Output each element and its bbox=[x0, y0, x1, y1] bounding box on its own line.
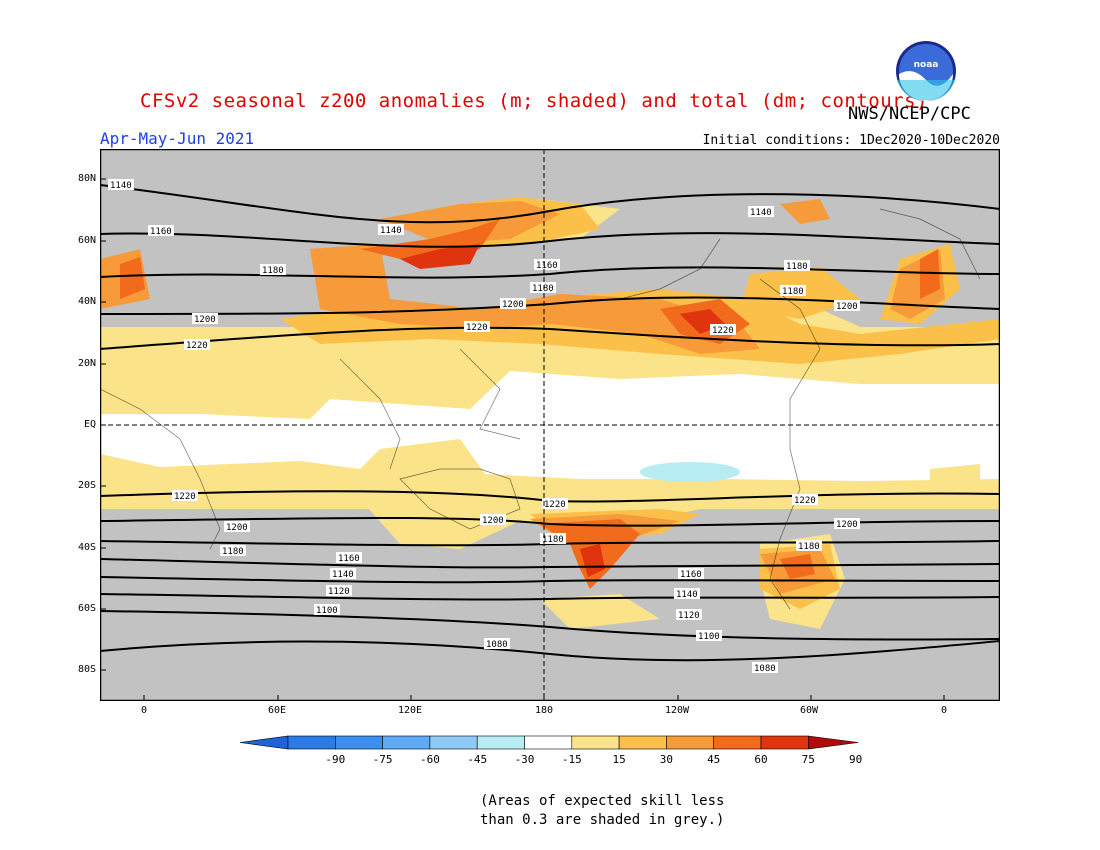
contour-label: 1120 bbox=[678, 611, 700, 621]
colorbar-tick-label: -60 bbox=[420, 753, 440, 766]
colorbar-tick-label: 30 bbox=[660, 753, 673, 766]
colorbar-tick-label: -75 bbox=[373, 753, 393, 766]
colorbar-tick-label: -90 bbox=[325, 753, 345, 766]
logo-text: noaa bbox=[914, 60, 939, 70]
contour-label: 1140 bbox=[332, 570, 354, 580]
contour-label: 1160 bbox=[680, 570, 702, 580]
colorbar-tick-label: 15 bbox=[612, 753, 625, 766]
contour-label: 1180 bbox=[262, 266, 284, 276]
contour-label: 1200 bbox=[194, 315, 216, 325]
colorbar-tick-label: -45 bbox=[467, 753, 487, 766]
page-title: CFSv2 seasonal z200 anomalies (m; shaded… bbox=[140, 90, 928, 112]
contour-label: 1140 bbox=[676, 590, 698, 600]
contour-label: 1220 bbox=[794, 496, 816, 506]
contour-label: 1200 bbox=[836, 302, 858, 312]
contour-label: 1080 bbox=[754, 664, 776, 674]
lat-label: 20S bbox=[77, 480, 96, 491]
contour-label: 1160 bbox=[536, 261, 558, 271]
skill-note-line2: than 0.3 are shaded in grey.) bbox=[480, 812, 725, 828]
colorbar-left-arrow bbox=[240, 735, 289, 750]
contour-label: 1220 bbox=[466, 323, 488, 333]
contour-label: 1220 bbox=[544, 500, 566, 510]
contour-label: 1200 bbox=[226, 523, 248, 533]
contour-label: 1080 bbox=[486, 640, 508, 650]
contour-label: 1220 bbox=[712, 326, 734, 336]
contour-label: 1120 bbox=[328, 587, 350, 597]
lon-label: 60E bbox=[268, 705, 287, 716]
contour-label: 1160 bbox=[338, 554, 360, 564]
colorbar-cell bbox=[571, 735, 620, 750]
contour-label: 1100 bbox=[698, 632, 720, 642]
lat-label: 40S bbox=[77, 542, 96, 553]
anomaly-negative-area bbox=[640, 462, 740, 482]
colorbar-cell bbox=[524, 735, 573, 750]
longitude-labels: 0 60E 120E 180 120W 60W 0 bbox=[100, 705, 1000, 719]
colorbar-cell bbox=[713, 735, 762, 750]
lon-label: 0 bbox=[941, 705, 948, 716]
colorbar-cell bbox=[429, 735, 478, 750]
contour-label: 1220 bbox=[174, 492, 196, 502]
colorbar-cell bbox=[382, 735, 431, 750]
lon-label: 0 bbox=[141, 705, 148, 716]
lon-label: 120E bbox=[398, 705, 423, 716]
contour-label: 1140 bbox=[110, 181, 132, 191]
contour-label: 1220 bbox=[186, 341, 208, 351]
contour-label: 1180 bbox=[782, 287, 804, 297]
colorbar-cell bbox=[287, 735, 336, 750]
lat-label: 80S bbox=[77, 664, 96, 675]
contour-labels: 1140 1160 1180 1200 1220 1140 1160 1180 … bbox=[108, 179, 860, 674]
colorbar-cell bbox=[760, 735, 809, 750]
low-skill-grey-areas bbox=[100, 149, 1000, 701]
colorbar: -90 -75 -60 -45 -30 -15 15 30 45 60 75 90 bbox=[240, 735, 862, 766]
contour-label: 1160 bbox=[150, 227, 172, 237]
skill-note-line1: (Areas of expected skill less bbox=[480, 793, 725, 809]
contour-label: 1140 bbox=[380, 226, 402, 236]
contour-label: 1180 bbox=[798, 542, 820, 552]
contour-label: 1200 bbox=[836, 520, 858, 530]
anomaly-map: 1140 1160 1180 1200 1220 1140 1160 1180 … bbox=[100, 149, 1000, 701]
colorbar-cell bbox=[618, 735, 667, 750]
initial-conditions-label: Initial conditions: 1Dec2020-10Dec2020 bbox=[702, 133, 1000, 148]
height-contours bbox=[100, 184, 1000, 662]
colorbar-tick-label: -30 bbox=[515, 753, 535, 766]
colorbar-right-arrow bbox=[807, 735, 859, 750]
lon-label: 60W bbox=[800, 705, 819, 716]
colorbar-tick-label: -15 bbox=[562, 753, 582, 766]
lat-label: EQ bbox=[83, 419, 96, 430]
axis-ticks bbox=[100, 178, 945, 701]
lat-label: 80N bbox=[77, 173, 96, 184]
contour-label: 1140 bbox=[750, 208, 772, 218]
period-label: Apr-May-Jun 2021 bbox=[100, 129, 255, 148]
noaa-logo: noaa bbox=[896, 41, 956, 101]
lat-label: 40N bbox=[77, 296, 96, 307]
colorbar-tick-label: 45 bbox=[707, 753, 720, 766]
contour-label: 1100 bbox=[316, 606, 338, 616]
lat-label: 20N bbox=[77, 358, 96, 369]
colorbar-tick-label: 90 bbox=[849, 753, 862, 766]
contour-label: 1200 bbox=[482, 516, 504, 526]
lat-label: 60N bbox=[77, 235, 96, 246]
colorbar-tick-label: 75 bbox=[802, 753, 815, 766]
lon-label: 180 bbox=[535, 705, 554, 716]
colorbar-tick-label: 60 bbox=[754, 753, 767, 766]
contour-label: 1180 bbox=[532, 284, 554, 294]
colorbar-cell bbox=[666, 735, 714, 750]
skill-note: (Areas of expected skill less than 0.3 a… bbox=[480, 792, 724, 830]
colorbar-cell bbox=[335, 735, 383, 750]
organization-label: NWS/NCEP/CPC bbox=[848, 104, 971, 124]
contour-label: 1200 bbox=[502, 300, 524, 310]
contour-label: 1180 bbox=[542, 535, 564, 545]
colorbar-cell bbox=[476, 735, 525, 750]
contour-label: 1180 bbox=[222, 547, 244, 557]
lat-label: 60S bbox=[77, 603, 96, 614]
contour-label: 1180 bbox=[786, 262, 808, 272]
lon-label: 120W bbox=[665, 705, 690, 716]
